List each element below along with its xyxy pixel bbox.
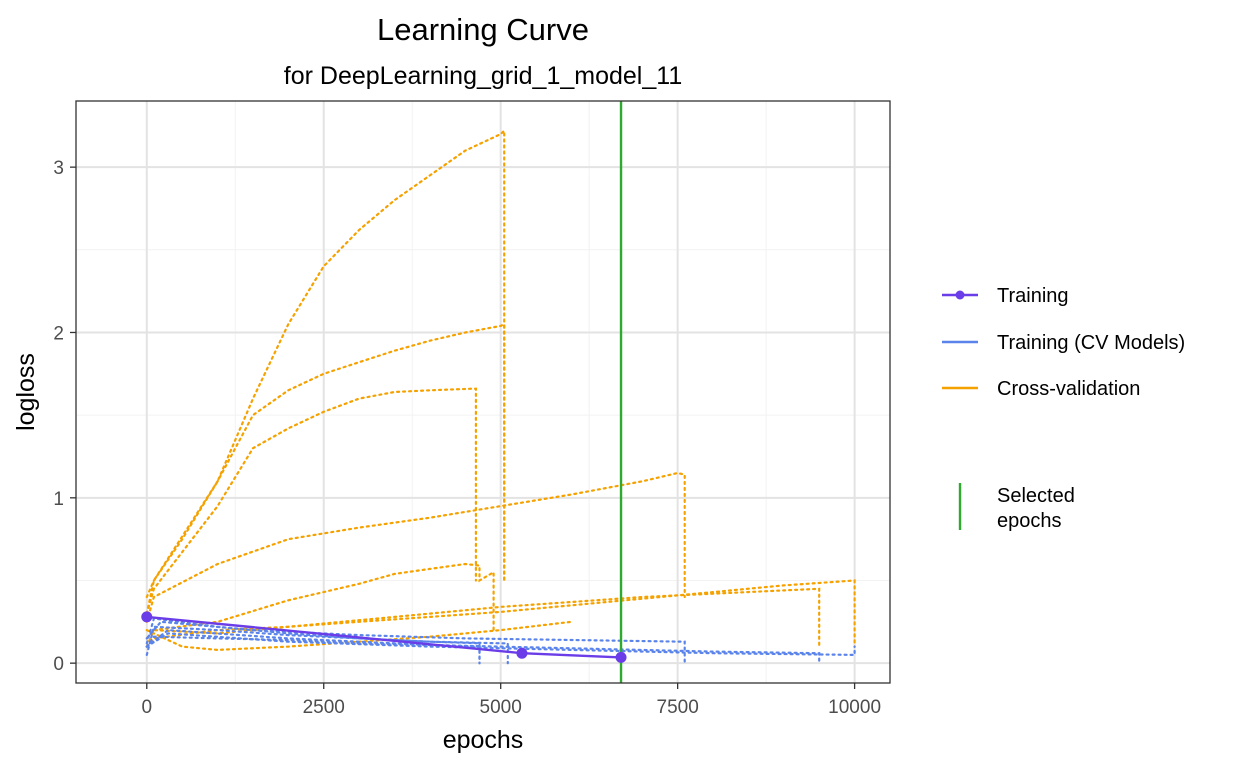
y-tick-label: 3 xyxy=(53,158,64,179)
cross-validation-line-1 xyxy=(145,128,506,599)
cross-validation-line-6 xyxy=(145,587,821,648)
legend-label-training: Training xyxy=(997,285,1069,307)
cross-validation-line-8 xyxy=(145,620,573,652)
training-series xyxy=(141,611,627,663)
y-tick-label: 0 xyxy=(53,654,64,675)
training-point xyxy=(516,647,528,659)
x-tick-label: 0 xyxy=(141,697,152,718)
x-tick-label: 7500 xyxy=(657,697,699,718)
training-point xyxy=(615,651,627,663)
training-cv-line-1 xyxy=(145,635,481,665)
panel-border xyxy=(75,100,891,684)
chart-title: Learning Curve xyxy=(377,12,589,47)
plot-grid xyxy=(76,101,890,683)
legend-label-selected-line1: Selected xyxy=(997,485,1075,507)
x-axis-title: epochs xyxy=(443,726,524,754)
legend-label-training-cv: Training (CV Models) xyxy=(997,332,1185,354)
x-tick-label: 5000 xyxy=(480,697,522,718)
training-cv-line-5 xyxy=(145,628,821,665)
legend-item-cross-validation: Cross-validation xyxy=(942,378,1140,400)
cross-validation-line-2 xyxy=(145,322,506,615)
legend-label-cross-validation: Cross-validation xyxy=(997,378,1140,400)
x-tick-label: 10000 xyxy=(828,697,881,718)
training-point xyxy=(141,611,153,623)
legend-item-training-cv: Training (CV Models) xyxy=(942,332,1185,354)
y-tick-label: 2 xyxy=(53,323,64,344)
y-axis-ticks: 0 1 2 3 xyxy=(53,158,76,675)
legend-key-training-point xyxy=(955,290,965,300)
x-axis-ticks: 0 2500 5000 7500 10000 xyxy=(141,683,881,718)
cross-validation-line-4 xyxy=(145,471,686,623)
training-cv-line-6 xyxy=(145,632,856,657)
y-axis-title: logloss xyxy=(12,353,40,431)
training-cv-line-3 xyxy=(145,617,481,665)
y-tick-label: 1 xyxy=(53,489,64,510)
cross-validation-line-3 xyxy=(145,387,477,615)
training-cv-series xyxy=(145,617,856,665)
legend-label-selected-line2: epochs xyxy=(997,510,1062,532)
training-cv-line-4 xyxy=(145,620,686,665)
legend: Training Training (CV Models) Cross-vali… xyxy=(942,285,1185,532)
legend-item-selected-epochs: Selected epochs xyxy=(958,483,1075,532)
chart-subtitle: for DeepLearning_grid_1_model_11 xyxy=(284,62,682,90)
legend-item-training: Training xyxy=(942,285,1069,307)
x-tick-label: 2500 xyxy=(303,697,345,718)
